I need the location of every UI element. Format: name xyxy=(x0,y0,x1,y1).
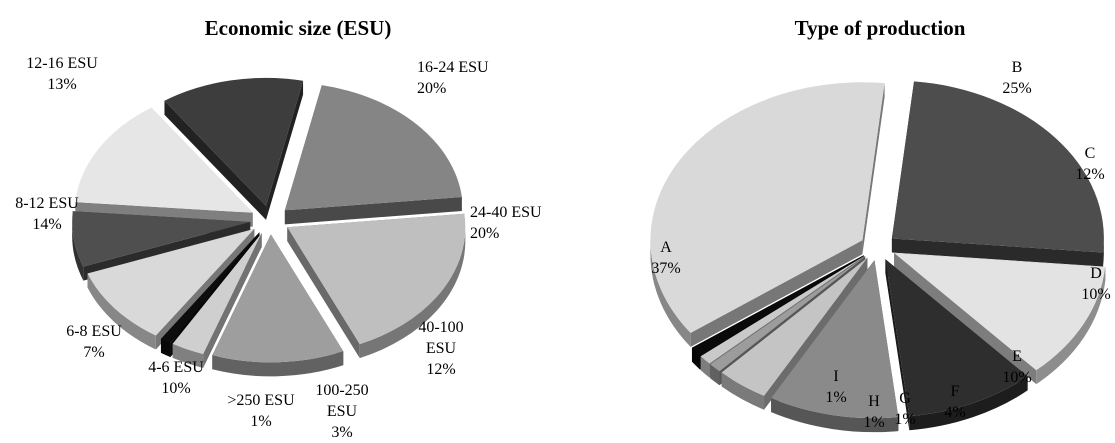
data-label-8-12-esu: 8-12 ESU 14% xyxy=(15,195,79,233)
chart-title: Type of production xyxy=(795,16,966,40)
data-label-i: I 1% xyxy=(825,368,846,406)
pie-slice-b xyxy=(891,81,1104,267)
data-label-40-100-esu: 40-100 ESU 12% xyxy=(418,319,463,378)
data-label-12-16-esu: 12-16 ESU 13% xyxy=(26,55,98,93)
pie-slice-12-16-esu xyxy=(164,77,304,220)
pie-slice-d xyxy=(885,259,1028,431)
data-label-f: F 4% xyxy=(944,383,965,421)
data-label-24-40-esu: 24-40 ESU 20% xyxy=(470,204,542,242)
data-label-a: A 37% xyxy=(651,239,680,277)
pie-slice-100-250-esu xyxy=(172,233,262,368)
data-label-h: H 1% xyxy=(863,393,884,431)
data-label-6-8-esu: 6-8 ESU 7% xyxy=(66,323,122,361)
data-label-16-24-esu: 16-24 ESU 20% xyxy=(417,59,489,97)
data-label-100-250-esu: 100-250 ESU 3% xyxy=(315,382,368,441)
data-label-d: D 10% xyxy=(1081,265,1110,303)
data-label-c: C 12% xyxy=(1075,145,1104,183)
data-label-b: B 25% xyxy=(1002,59,1031,97)
pie-slice-16-24-esu xyxy=(284,85,462,225)
pie-slice-a xyxy=(650,82,885,347)
chart-title: Economic size (ESU) xyxy=(205,16,392,40)
pie-slice-40-100-esu xyxy=(212,234,344,377)
data-label-g: G 1% xyxy=(894,390,915,428)
data-label-e: E 10% xyxy=(1002,348,1031,386)
data-label-4-6-esu: 4-6 ESU 10% xyxy=(148,359,204,397)
pie-slice-e xyxy=(771,260,899,433)
pie-slice-24-40-esu xyxy=(287,213,466,359)
data-label-gt-250-esu: >250 ESU 1% xyxy=(227,392,295,430)
type-of-production-pie: Type of production B 25% C 12% D 10% E 10% F 4% G 1… xyxy=(650,16,1111,433)
pie-slice-c xyxy=(894,252,1106,385)
pie-slice-f xyxy=(721,257,868,410)
economic-size-pie: Economic size (ESU) 16-24 ESU 20% 24-40 ES… xyxy=(15,16,542,441)
